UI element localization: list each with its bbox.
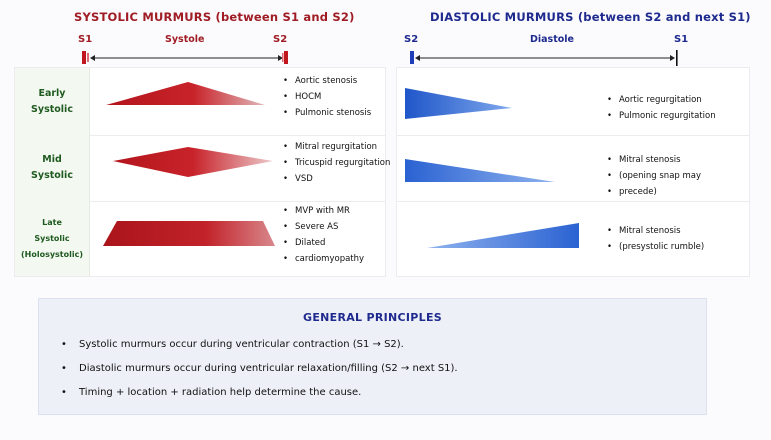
systolic-row-late: Late Systolic (Holosystolic) MVP with MR… xyxy=(15,201,385,276)
diastolic-row-late: Mitral stenosis (presystolic rumble) xyxy=(397,201,749,276)
s2-marker-echo xyxy=(282,53,284,62)
list-item: Mitral stenosis xyxy=(607,223,704,239)
diastolic-s2-label: S2 xyxy=(404,34,419,45)
systolic-s2-label: S2 xyxy=(273,34,288,45)
list-item: Dilated xyxy=(283,235,364,251)
principles-list: Systolic murmurs occur during ventricula… xyxy=(61,333,458,405)
list-item: Aortic regurgitation xyxy=(607,92,716,108)
systolic-s1-label: S1 xyxy=(78,34,93,45)
murmur-shape-mid-systolic xyxy=(113,147,273,177)
diastolic-panel: Aortic regurgitation Pulmonic regurgitat… xyxy=(396,67,750,277)
diastolic-row-mid: Mitral stenosis (opening snap may preced… xyxy=(397,135,749,202)
diastolic-row-early: Aortic regurgitation Pulmonic regurgitat… xyxy=(397,68,749,136)
principle-item: Diastolic murmurs occur during ventricul… xyxy=(61,357,458,381)
list-item-continuation: cardiomyopathy xyxy=(283,251,364,267)
principles-title: GENERAL PRINCIPLES xyxy=(303,311,442,324)
list-item: Severe AS xyxy=(283,219,364,235)
murmur-shape-holosystolic xyxy=(103,221,275,246)
arrow-right-head xyxy=(670,55,675,61)
list-item: Aortic stenosis xyxy=(283,73,371,89)
row-label-cell: Mid Systolic xyxy=(15,135,90,201)
diastolic-title: DIASTOLIC MURMURS (between S2 and next S… xyxy=(430,10,751,24)
list-item: VSD xyxy=(283,171,390,187)
principle-item: Systolic murmurs occur during ventricula… xyxy=(61,333,458,357)
arrow-right-head xyxy=(278,55,283,61)
list-item: Mitral stenosis xyxy=(607,152,701,168)
list-item: Pulmonic regurgitation xyxy=(607,108,716,124)
late-systolic-list: MVP with MR Severe AS Dilated cardiomyop… xyxy=(283,203,364,267)
list-item: HOCM xyxy=(283,89,371,105)
row-label: Early Systolic xyxy=(31,87,73,115)
diastole-label: Diastole xyxy=(530,34,574,45)
murmur-shape-presystolic xyxy=(427,223,579,248)
list-item-continuation: (opening snap may xyxy=(607,168,701,184)
s1-marker-line xyxy=(676,50,678,66)
systolic-row-mid: Mid Systolic Mitral regurgitation Tricus… xyxy=(15,135,390,202)
murmur-shape-early-diastolic xyxy=(405,88,512,119)
mid-diastolic-list: Mitral stenosis (opening snap may preced… xyxy=(607,152,701,200)
systolic-title: SYSTOLIC MURMURS (between S1 and S2) xyxy=(74,10,355,24)
systole-axis xyxy=(82,51,288,64)
row-label: Mid Systolic xyxy=(31,154,73,181)
list-item: MVP with MR xyxy=(283,203,364,219)
list-item: Tricuspid regurgitation xyxy=(283,155,390,171)
early-diastolic-list: Aortic regurgitation Pulmonic regurgitat… xyxy=(607,92,716,124)
arrow-left-head xyxy=(415,55,420,61)
arrow-left-head xyxy=(90,55,95,61)
diastolic-s1-label: S1 xyxy=(674,34,689,45)
systolic-panel: Early Systolic Aortic stenosis HOCM Pulm… xyxy=(14,67,390,277)
murmur-shape-early-systolic xyxy=(106,82,265,105)
principle-item: Timing + location + radiation help deter… xyxy=(61,381,458,405)
systolic-row-early: Early Systolic Aortic stenosis HOCM Pulm… xyxy=(15,68,385,136)
general-principles-box: GENERAL PRINCIPLES Systolic murmurs occu… xyxy=(38,298,707,415)
list-item: Pulmonic stenosis xyxy=(283,105,371,121)
diastole-axis xyxy=(410,50,678,66)
row-label-cell: Late Systolic (Holosystolic) xyxy=(15,201,90,276)
s2-marker xyxy=(284,51,288,64)
s2-marker-blue xyxy=(410,51,414,64)
list-item-continuation: precede) xyxy=(607,184,701,200)
late-diastolic-list: Mitral stenosis (presystolic rumble) xyxy=(607,223,704,255)
s1-marker-echo xyxy=(87,53,89,62)
s1-marker xyxy=(82,51,86,64)
mid-systolic-list: Mitral regurgitation Tricuspid regurgita… xyxy=(283,139,390,187)
list-item-continuation: (presystolic rumble) xyxy=(607,239,704,255)
murmur-shape-mid-diastolic xyxy=(405,159,555,182)
row-label-cell: Early Systolic xyxy=(15,68,90,135)
list-item: Mitral regurgitation xyxy=(283,139,390,155)
early-systolic-list: Aortic stenosis HOCM Pulmonic stenosis xyxy=(283,73,371,121)
row-label: Late Systolic (Holosystolic) xyxy=(20,217,84,259)
systole-label: Systole xyxy=(165,34,205,45)
